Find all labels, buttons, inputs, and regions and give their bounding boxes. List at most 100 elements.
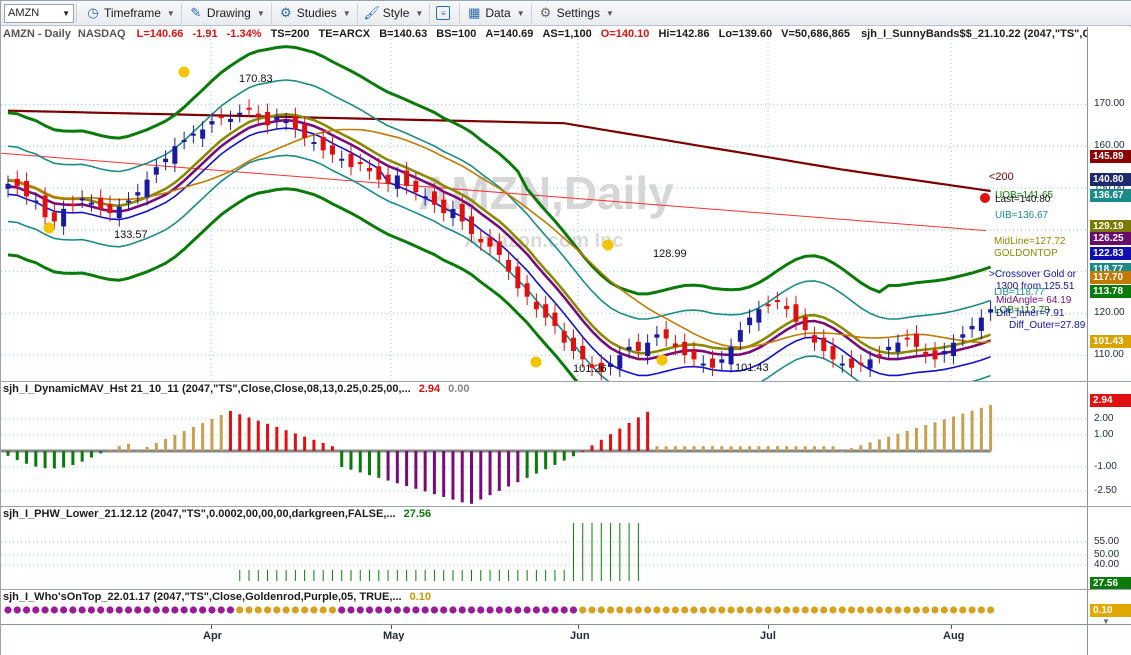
data-button[interactable]: ▦ Data ▼: [460, 2, 532, 24]
phw-value-tag: 27.56: [1090, 577, 1131, 589]
chevron-down-icon: ▼: [415, 8, 424, 18]
candle-body: [719, 359, 725, 363]
scroll-arrow-icon[interactable]: ▼: [1102, 617, 1110, 626]
upper-inner-band: [7, 79, 991, 320]
symbol-input[interactable]: AMZN ▼: [4, 3, 74, 23]
trade-exchange: TE=ARCX: [318, 28, 371, 40]
last-price-marker: [980, 193, 990, 203]
whos-on-top-dot: [161, 606, 170, 614]
histogram-bar: [868, 442, 872, 451]
histogram-bar: [534, 451, 538, 474]
studies-button[interactable]: ⚙ Studies ▼: [272, 2, 358, 24]
whos-on-top-pane[interactable]: sjh_I_Who'sOnTop_22.01.17 (2047,"TS",Clo…: [1, 590, 1087, 624]
lib-label: LIB=118.77: [994, 287, 1045, 298]
candle-body: [24, 180, 30, 197]
histogram-bar: [460, 451, 464, 503]
open-price: O=140.10: [600, 28, 650, 40]
histogram-bar: [451, 451, 455, 500]
candle-body: [450, 208, 456, 219]
dynamic-mav-pane[interactable]: sjh_I_DynamicMAV_Hst 21_10_11 (2047,"TS"…: [1, 382, 1087, 506]
histogram-bar: [34, 451, 38, 467]
settings-button[interactable]: ⚙ Settings ▼: [532, 3, 620, 24]
whos-on-top-dot: [22, 606, 31, 614]
price-axis[interactable]: 170.00160.00150.00140.00130.00120.00110.…: [1087, 27, 1131, 381]
lower-outer-band: [7, 187, 579, 381]
candle-body: [691, 350, 697, 360]
pane-divider[interactable]: [1, 589, 1131, 590]
histogram-bar: [377, 451, 381, 478]
histogram-bar: [219, 415, 223, 451]
histogram-bar: [692, 446, 696, 451]
whos-on-top-value: 0.10: [409, 591, 431, 603]
histogram-bar: [62, 451, 66, 468]
candle-body: [561, 330, 567, 343]
whos-on-top-dot: [847, 606, 856, 614]
lob-label: LOB=113.78: [994, 305, 1050, 316]
candle-body: [988, 309, 994, 313]
layout-button[interactable]: ≡: [430, 2, 461, 24]
candle-body: [645, 342, 651, 357]
price-pane[interactable]: AMZN,Daily Amazon.com Inc 170.83 133.57 128.…: [1, 27, 1087, 381]
dynamic-mav-header: sjh_I_DynamicMAV_Hst 21_10_11 (2047,"TS"…: [3, 383, 470, 395]
whos-on-top-axis[interactable]: 0.10: [1087, 590, 1131, 624]
diff-outer-label: Diff_Outer=27.89: [1009, 320, 1086, 331]
whos-on-top-dot: [681, 606, 689, 614]
whos-on-top-dot: [115, 606, 123, 614]
phw-lower-axis[interactable]: 55.00 50.00 40.00 27.56: [1087, 507, 1131, 589]
candle-body: [98, 197, 104, 209]
phw-tick-label: 55.00: [1094, 536, 1120, 547]
whos-on-top-tag: 0.10: [1090, 604, 1131, 617]
whos-on-top-dot: [291, 606, 299, 614]
pane-divider[interactable]: [1, 506, 1131, 507]
histogram-bar: [414, 451, 418, 489]
candle-body: [404, 170, 410, 186]
whos-on-top-dot: [857, 606, 865, 614]
histogram-bar: [117, 446, 121, 451]
histogram-bar: [182, 431, 186, 451]
dynamic-mav-axis[interactable]: 2.00 1.00 -1.00 -2.50 2.94: [1087, 382, 1131, 506]
candle-body: [663, 329, 669, 339]
timeframe-button[interactable]: ◷ Timeframe ▼: [79, 2, 182, 24]
candle-body: [533, 301, 539, 310]
whos-on-top-dot: [60, 606, 68, 614]
histogram-bar: [127, 443, 131, 451]
clock-icon: ◷: [87, 5, 99, 20]
candle-body: [821, 337, 827, 352]
phw-lower-pane[interactable]: sjh_I_PHW_Lower_21.12.12 (2047,"TS",0.00…: [1, 507, 1087, 589]
whos-on-top-dot: [653, 606, 661, 614]
swing-high-label: 128.99: [653, 248, 687, 260]
histogram-tick-label: -2.50: [1094, 485, 1117, 496]
pane-divider[interactable]: [1, 381, 1131, 382]
whos-on-top-dot: [97, 606, 105, 614]
dynamic-mav-histogram[interactable]: [1, 382, 1087, 506]
drawing-button[interactable]: ✎ Drawing ▼: [182, 2, 272, 24]
candle-body: [737, 330, 743, 342]
midangle-label: MidAngle= 64.19: [996, 295, 1072, 306]
histogram-tick-label: 2.00: [1094, 413, 1114, 424]
phw-lower-chart[interactable]: [1, 507, 1087, 589]
style-button[interactable]: 🖌 Style ▼: [358, 2, 431, 24]
phw-lower-title: sjh_I_PHW_Lower_21.12.12 (2047,"TS",0.00…: [3, 508, 396, 520]
date-axis[interactable]: Apr May Jun Jul Aug: [1, 624, 1087, 655]
whos-on-top-dot: [375, 606, 383, 614]
histogram-bar: [952, 416, 956, 451]
whos-on-top-dot: [504, 606, 513, 614]
candle-body: [951, 342, 957, 357]
whos-on-top-dot: [894, 606, 902, 614]
candle-body: [608, 363, 614, 367]
whos-on-top-dot: [829, 606, 837, 614]
histogram-bar: [340, 451, 344, 467]
candle-body: [654, 334, 660, 338]
histogram-bar: [145, 447, 149, 451]
whos-on-top-dot: [764, 606, 772, 614]
candle-body: [163, 158, 169, 163]
histogram-bar: [590, 445, 594, 451]
month-tick: [768, 625, 769, 629]
swing-marker: [656, 354, 668, 366]
month-label: May: [383, 630, 405, 642]
whos-on-top-chart[interactable]: [1, 590, 1087, 624]
candle-body: [710, 358, 716, 368]
uob-label: UOB=141.65: [995, 190, 1054, 201]
whos-on-top-dot: [523, 606, 531, 614]
